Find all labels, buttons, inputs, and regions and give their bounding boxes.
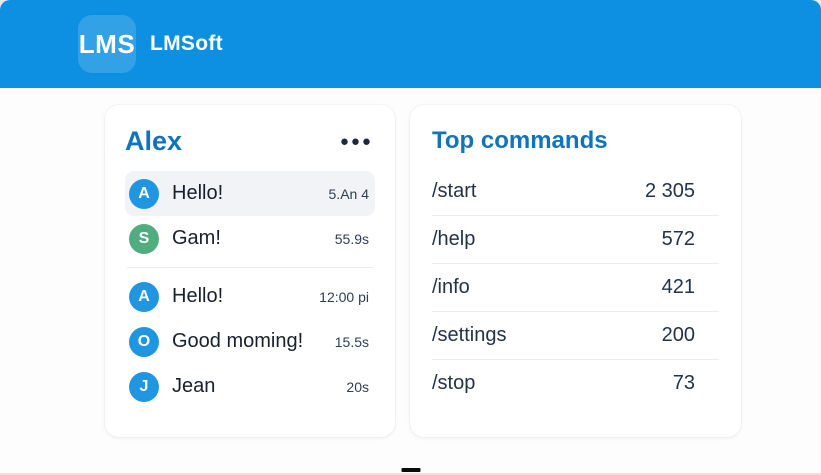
command-list: /start 2 305 /help 572 /info 421 /settin… (432, 167, 719, 407)
app-logo: LMS (78, 15, 136, 73)
message-text: Hello! (172, 285, 224, 307)
command-name: /settings (432, 324, 507, 346)
message-meta: 12:00 pi (319, 288, 369, 305)
avatar: J (129, 371, 159, 402)
message-list: A Hello! 5.An 4 S Gam! 55.9s A Hello! 12… (125, 171, 375, 409)
command-name: /start (432, 179, 477, 202)
message-row[interactable]: S Gam! 55.9s (125, 216, 375, 261)
command-name: /help (432, 228, 476, 250)
command-name: /stop (432, 372, 476, 394)
message-row[interactable]: A Hello! 5.An 4 (125, 171, 375, 216)
chat-panel-title: Alex (125, 125, 183, 156)
app-header: LMS LMSoft (0, 0, 821, 88)
top-commands-title: Top commands (432, 127, 608, 154)
avatar: O (129, 326, 159, 357)
command-row[interactable]: /settings 200 (432, 311, 719, 359)
command-row[interactable]: /stop 73 (432, 359, 719, 407)
avatar: A (129, 281, 159, 312)
message-meta: 55.9s (334, 230, 369, 247)
avatar: S (129, 223, 159, 254)
message-text: Gam! (172, 227, 221, 249)
command-count: 73 (672, 372, 695, 394)
more-options-icon[interactable]: ●●● (339, 132, 373, 150)
command-row[interactable]: /help 572 (432, 215, 719, 263)
command-count: 421 (661, 276, 695, 298)
app-logo-text: LMS (78, 28, 136, 59)
command-row[interactable]: /start 2 305 (432, 167, 719, 215)
command-count: 200 (661, 324, 695, 346)
message-row[interactable]: O Good moming! 15.5s (125, 319, 375, 364)
message-meta: 20s (346, 378, 369, 395)
command-count: 572 (661, 228, 695, 250)
message-row[interactable]: J Jean 20s (125, 364, 375, 409)
message-text: Jean (172, 375, 216, 397)
message-meta: 5.An 4 (328, 185, 369, 202)
message-row[interactable]: A Hello! 12:00 pi (125, 274, 375, 319)
divider (127, 267, 373, 268)
command-count: 2 305 (644, 179, 695, 202)
message-meta: 15.5s (334, 333, 369, 350)
message-text: Good moming! (172, 330, 304, 352)
command-row[interactable]: /info 421 (432, 263, 719, 311)
message-text: Hello! (172, 182, 224, 204)
command-name: /info (432, 276, 470, 298)
app-name: LMSoft (150, 32, 223, 55)
home-indicator (401, 468, 420, 472)
chat-panel: Alex ●●● A Hello! 5.An 4 S Gam! 55.9s A … (105, 105, 395, 437)
avatar: A (129, 178, 159, 209)
top-commands-panel: Top commands /start 2 305 /help 572 /inf… (410, 105, 741, 437)
